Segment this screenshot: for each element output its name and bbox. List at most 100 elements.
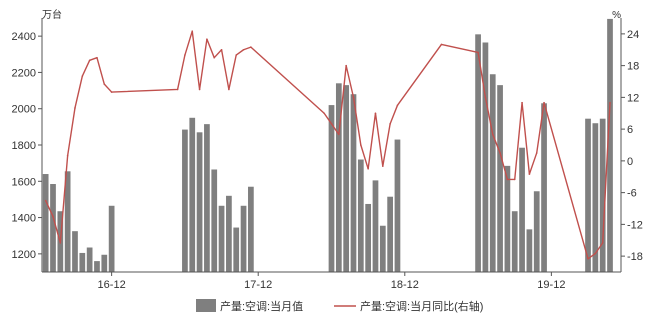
bar [475,34,481,272]
bar [343,85,350,272]
yoy-point [250,46,252,48]
bar [42,174,49,272]
yoy-point [235,54,238,56]
yoy-point [396,104,399,107]
left-tick-label: 1400 [12,213,36,225]
axes: 万台 % 1200 1400 1600 1800 2000 2200 2400 -18 -12 -… [12,8,643,291]
bar [541,103,547,273]
bar [72,231,78,272]
bar [592,123,599,272]
yoy-point [103,83,106,85]
bar [182,129,188,272]
yoy-point [81,75,84,78]
left-tick-label: 1800 [12,140,36,152]
bar [519,147,525,272]
bar [504,165,511,272]
yoy-point [382,165,384,167]
bar [526,229,533,272]
yoy-point [96,56,98,59]
bar [86,247,93,272]
yoy-point [521,101,523,104]
bar [607,18,613,272]
yoy-point [484,96,487,99]
yoy-point [52,215,54,218]
bar [204,124,210,272]
legend-bar-label: 产量:空调:当月值 [220,299,303,313]
bar [350,94,357,272]
left-tick-label: 2400 [12,31,36,43]
yoy-point [389,123,391,125]
yoy-point [594,252,597,255]
yoy-point [587,257,589,260]
x-tick-label: 16-12 [98,279,126,291]
bar [328,105,335,272]
bar [79,252,86,272]
right-tick-label: 0 [627,156,633,168]
bar [372,180,379,272]
right-tick-label: 24 [627,29,639,41]
right-tick-label: -6 [627,188,637,200]
yoy-point [506,178,509,181]
bar [357,159,364,272]
bar [64,171,71,272]
x-tick-label: 19-12 [537,279,565,291]
x-tick-label: 18-12 [391,279,419,291]
yoy-point [338,133,340,136]
legend-line-label: 产量:空调:当月同比(右轴) [360,299,483,313]
yoy-point [499,152,501,154]
x-tick-label: 17-12 [244,279,272,291]
bar [511,211,518,272]
left-tick-label: 1200 [12,249,36,261]
bar [233,227,240,272]
yoy-point [330,123,333,125]
plot-area [42,18,613,273]
yoy-point [345,64,347,67]
yoy-point [491,133,494,136]
bar [365,203,372,272]
yoy-point [191,30,194,33]
yoy-point [220,48,223,51]
yoy-point [367,168,369,170]
bar [482,42,489,272]
yoy-point [213,56,216,59]
yoy-point [66,154,69,157]
yoy-point [609,101,611,104]
yoy-point [228,88,230,91]
legend: 产量:空调:当月值 产量:空调:当月同比(右轴) [196,299,483,313]
legend-bar-swatch [196,299,216,312]
bar [394,139,401,272]
yoy-point [513,178,516,181]
yoy-point [374,112,377,115]
yoy-point [110,91,113,93]
yoy-point [176,88,179,91]
bar [50,184,56,272]
bar [108,205,115,272]
right-axis-unit: % [612,10,621,21]
left-tick-label: 2200 [12,67,36,79]
bar [196,132,203,272]
yoy-point [59,242,62,244]
yoy-point [360,144,362,146]
right-tick-label: 6 [627,124,633,136]
right-tick-label: -12 [627,219,643,231]
yoy-point [44,199,47,202]
bar [599,118,606,272]
yoy-point [543,101,545,104]
yoy-point [477,51,479,54]
yoy-point [528,173,531,175]
bar [585,118,591,272]
bar [379,225,386,272]
yoy-point [323,112,325,115]
bar [94,261,100,272]
bar [387,196,393,272]
bar [211,169,218,272]
yoy-point [74,107,76,109]
yoy-point [440,43,443,46]
bar [248,186,254,272]
yoy-point [242,48,245,51]
yoy-point [184,54,186,56]
bar [240,205,247,272]
